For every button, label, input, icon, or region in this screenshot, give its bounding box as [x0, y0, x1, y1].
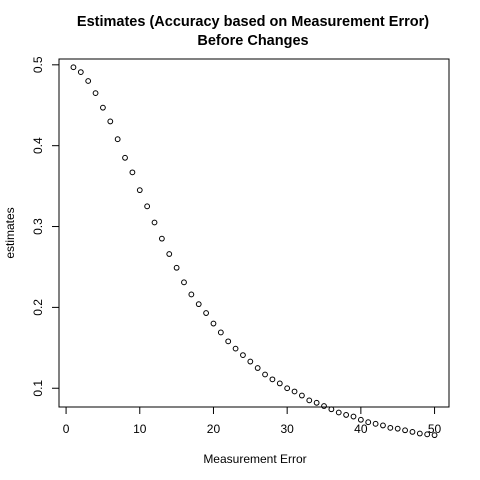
x-tick-label: 50	[428, 422, 442, 436]
chart-title: Estimates (Accuracy based on Measurement…	[77, 14, 429, 30]
data-point	[321, 403, 327, 409]
data-point	[372, 420, 379, 427]
data-point	[247, 358, 254, 365]
data-point	[299, 392, 305, 399]
data-point	[254, 365, 261, 371]
data-point	[424, 431, 431, 438]
data-point	[328, 406, 335, 413]
data-point	[335, 409, 342, 416]
data-point	[409, 429, 416, 435]
data-point	[357, 416, 364, 423]
y-tick-label: 0.2	[31, 299, 45, 316]
data-point	[151, 219, 158, 226]
chart-subtitle: Before Changes	[197, 33, 308, 49]
x-tick-label: 40	[354, 422, 368, 436]
data-point	[92, 90, 99, 97]
data-point	[291, 388, 298, 395]
data-point	[313, 399, 320, 406]
data-point	[210, 320, 217, 327]
data-point	[122, 154, 128, 161]
data-point	[114, 136, 121, 143]
data-point	[181, 279, 187, 286]
data-point	[431, 432, 438, 439]
data-point	[387, 424, 394, 431]
x-axis-label: Measurement Error	[203, 452, 306, 466]
data-point	[225, 338, 232, 345]
data-point	[217, 329, 224, 336]
data-point	[240, 352, 246, 358]
data-point	[70, 64, 77, 71]
plot-frame	[58, 58, 450, 408]
data-point	[394, 425, 401, 432]
y-tick-label: 0.3	[31, 218, 45, 235]
x-tick-label: 30	[280, 422, 294, 436]
data-point	[262, 371, 268, 378]
data-point	[77, 69, 84, 75]
data-point	[107, 118, 114, 125]
data-point	[195, 301, 202, 308]
data-point	[350, 413, 357, 420]
data-point	[232, 345, 239, 352]
data-point	[100, 104, 106, 111]
data-point	[166, 251, 173, 257]
data-point	[306, 397, 313, 404]
data-point	[276, 380, 283, 387]
x-axis: 0 10 20 30 40 50	[63, 406, 442, 436]
data-point	[343, 412, 350, 418]
y-axis: 0.1 0.2 0.3 0.4 0.5	[31, 56, 60, 397]
data-point	[136, 187, 143, 194]
data-point	[380, 422, 386, 429]
x-tick-label: 0	[63, 422, 70, 436]
data-point	[284, 385, 291, 392]
data-point	[158, 235, 165, 242]
data-point	[144, 203, 151, 210]
data-point	[203, 310, 209, 316]
data-point	[416, 430, 423, 437]
data-point	[365, 419, 372, 426]
data-point	[129, 169, 136, 176]
x-tick-label: 20	[207, 422, 221, 436]
data-points	[70, 64, 438, 439]
y-tick-label: 0.5	[31, 56, 45, 73]
y-axis-label: estimates	[3, 207, 17, 258]
data-point	[188, 291, 195, 298]
y-tick-label: 0.4	[31, 137, 45, 154]
data-point	[85, 78, 92, 84]
x-tick-label: 10	[133, 422, 147, 436]
y-tick-label: 0.1	[31, 380, 45, 397]
data-point	[173, 264, 180, 271]
data-point	[402, 427, 408, 434]
data-point	[269, 376, 276, 383]
